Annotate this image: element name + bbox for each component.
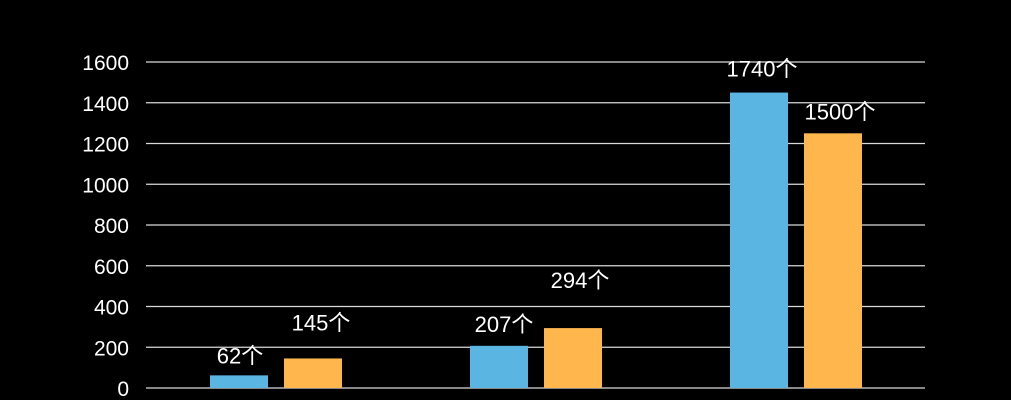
bar-series1-group1: [210, 375, 268, 388]
bar-series1-group3: [730, 92, 788, 388]
y-tick-label: 400: [94, 297, 129, 320]
y-tick-label: 1600: [82, 52, 129, 75]
data-label: 1740个: [727, 57, 798, 82]
data-label: 145个: [292, 310, 351, 335]
y-tick-label: 800: [94, 215, 129, 238]
bar-series2-group2: [544, 328, 602, 388]
data-label: 294个: [551, 268, 610, 293]
y-axis-tick-labels: 0 200 400 600 800 1000 1200 1400 1600: [82, 52, 129, 400]
grid-lines: [146, 61, 925, 389]
data-label: 62个: [217, 343, 263, 368]
y-tick-label: 1400: [82, 93, 129, 116]
y-tick-label: 200: [94, 337, 129, 360]
bar-series2-group1: [284, 358, 342, 388]
y-tick-label: 0: [117, 378, 129, 400]
data-labels: 62个 207个 1740个 145个 294个 1500个: [217, 57, 876, 369]
data-label: 207个: [475, 312, 534, 337]
y-tick-label: 1200: [82, 134, 129, 157]
bar-series1-group2: [470, 345, 528, 388]
bars: [210, 92, 862, 388]
bar-series2-group3: [804, 133, 862, 388]
y-tick-label: 600: [94, 256, 129, 279]
data-label: 1500个: [805, 99, 876, 124]
y-tick-label: 1000: [82, 174, 129, 197]
